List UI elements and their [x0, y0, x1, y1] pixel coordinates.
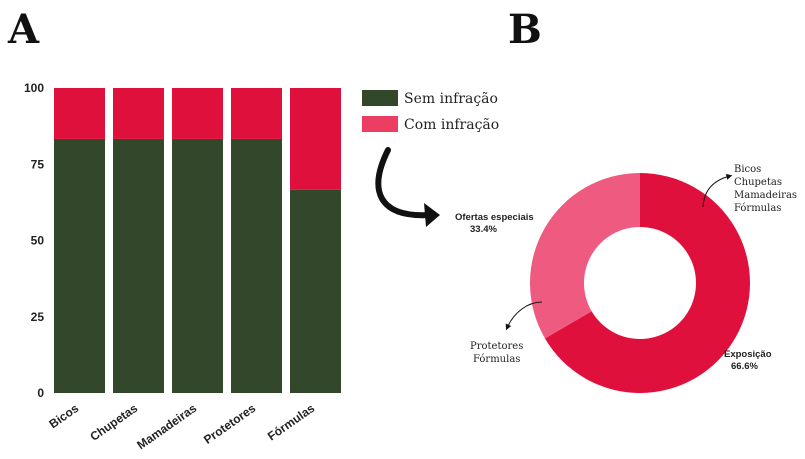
panel-label-b: B	[508, 6, 542, 53]
donut-slices	[530, 173, 750, 393]
bar-protetores-sem	[231, 138, 282, 393]
bar-fórmulas-com	[290, 88, 341, 190]
x-tick-label: Chupetas	[87, 401, 140, 444]
y-tick-label: 75	[31, 157, 45, 171]
legend-swatch-sem	[362, 90, 398, 106]
y-tick-label: 100	[24, 81, 44, 95]
legend-swatch-com	[362, 116, 398, 132]
bar-mamadeiras-sem	[172, 138, 223, 393]
y-tick-label: 0	[37, 386, 44, 400]
donut-slice-ofertas	[530, 173, 640, 339]
bar-group	[54, 88, 341, 393]
annotation-arrow-ofertas	[505, 301, 543, 331]
bar-protetores-com	[231, 88, 282, 139]
legend: Sem infração Com infração	[362, 90, 499, 133]
donut-slice-exposicao	[544, 173, 750, 393]
bar-chupetas-com	[113, 88, 164, 139]
annotation-line-mamadeiras: Mamadeiras	[734, 190, 797, 201]
y-axis-ticks: 0 25 50 75 100	[24, 81, 44, 400]
annotation-line-chupetas: Chupetas	[734, 177, 782, 188]
panel-label-a: A	[8, 6, 40, 53]
x-tick-label: Protetores	[201, 401, 258, 447]
annotation-line-formulas: Fórmulas	[734, 203, 781, 214]
bar-bicos-com	[54, 88, 105, 139]
legend-label-com: Com infração	[404, 117, 499, 133]
curved-arrow-head-icon	[424, 203, 440, 227]
annotation-line-protetores: Protetores	[470, 341, 523, 352]
annotation-arrow-exposicao	[702, 173, 733, 208]
donut-chart	[530, 173, 750, 393]
slice-label-ofertas: Ofertas especiais	[455, 212, 534, 223]
bar-mamadeiras-com	[172, 88, 223, 139]
slice-label-exposicao: Exposição	[724, 349, 772, 360]
legend-label-sem: Sem infração	[404, 91, 498, 107]
bar-bicos-sem	[54, 138, 105, 393]
y-tick-label: 50	[31, 234, 45, 248]
bar-fórmulas-sem	[290, 189, 341, 393]
slice-value-ofertas: 33.4%	[470, 224, 497, 235]
bar-chupetas-sem	[113, 138, 164, 393]
x-tick-label: Mamadeiras	[134, 401, 199, 452]
y-tick-label: 25	[31, 310, 45, 324]
annotation-line-formulas-2: Fórmulas	[473, 354, 520, 365]
x-tick-label: Fórmulas	[265, 401, 318, 444]
slice-value-exposicao: 66.6%	[731, 361, 758, 372]
x-tick-label: Bicos	[46, 401, 81, 431]
curved-arrow-icon	[375, 147, 433, 219]
annotation-line-bicos: Bicos	[734, 164, 761, 175]
